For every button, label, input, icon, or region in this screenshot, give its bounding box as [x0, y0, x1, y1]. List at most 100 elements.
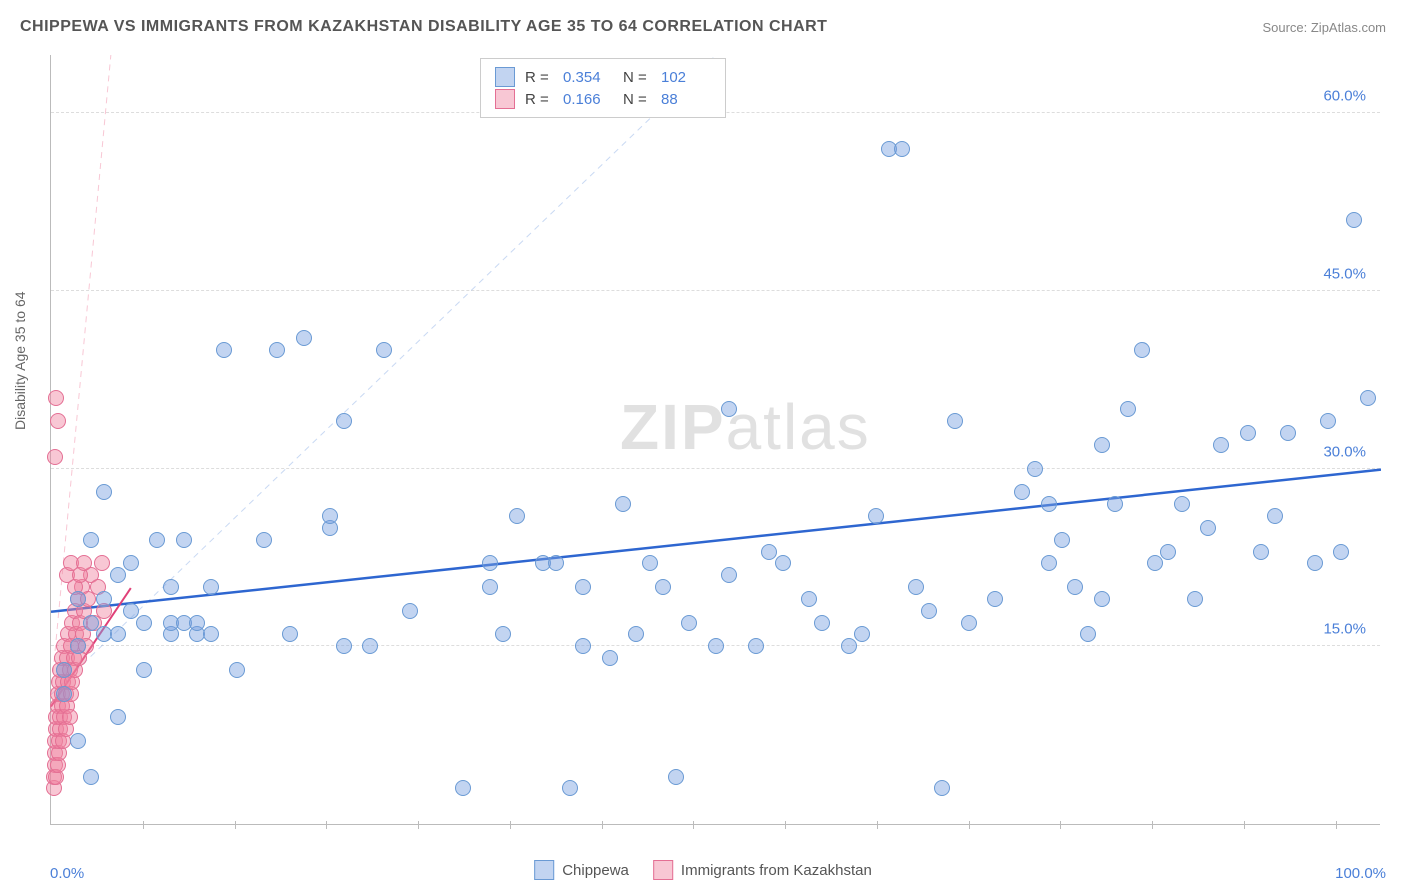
data-point [47, 449, 63, 465]
data-point [602, 650, 618, 666]
data-point [50, 413, 66, 429]
data-point [110, 626, 126, 642]
data-point [94, 555, 110, 571]
data-point [482, 579, 498, 595]
legend-n-value: 88 [661, 91, 711, 108]
source-attribution: Source: ZipAtlas.com [1262, 20, 1386, 35]
data-point [894, 141, 910, 157]
legend-n-label: N = [623, 91, 651, 108]
data-point [681, 615, 697, 631]
data-point [1067, 579, 1083, 595]
data-point [1213, 437, 1229, 453]
data-point [1346, 212, 1362, 228]
data-point [83, 615, 99, 631]
data-point [628, 626, 644, 642]
data-point [70, 733, 86, 749]
x-tick-label: 0.0% [50, 865, 84, 882]
x-tick-mark [969, 821, 970, 829]
data-point [562, 780, 578, 796]
legend-label: Chippewa [562, 862, 629, 879]
data-point [841, 638, 857, 654]
trend-overlay [51, 55, 1381, 825]
data-point [83, 769, 99, 785]
legend-r-value: 0.354 [563, 69, 613, 86]
data-point [203, 626, 219, 642]
data-point [1080, 626, 1096, 642]
data-point [176, 532, 192, 548]
y-tick-label: 60.0% [1323, 88, 1366, 105]
data-point [721, 567, 737, 583]
data-point [76, 555, 92, 571]
x-tick-mark [1060, 821, 1061, 829]
data-point [801, 591, 817, 607]
legend-swatch [653, 860, 673, 880]
data-point [1333, 544, 1349, 560]
legend-r-value: 0.166 [563, 91, 613, 108]
y-tick-label: 15.0% [1323, 621, 1366, 638]
legend-n-label: N = [623, 69, 651, 86]
data-point [269, 342, 285, 358]
data-point [1147, 555, 1163, 571]
legend-swatch [495, 67, 515, 87]
legend-r-label: R = [525, 69, 553, 86]
x-tick-mark [877, 821, 878, 829]
y-axis-label: Disability Age 35 to 64 [12, 291, 28, 430]
data-point [56, 686, 72, 702]
legend-row: R = 0.166 N = 88 [495, 89, 711, 109]
data-point [482, 555, 498, 571]
legend-item: Chippewa [534, 860, 629, 880]
data-point [62, 709, 78, 725]
data-point [1160, 544, 1176, 560]
data-point [70, 638, 86, 654]
x-tick-mark [1244, 821, 1245, 829]
chart-plot-area: 15.0%30.0%45.0%60.0% [50, 55, 1380, 825]
data-point [509, 508, 525, 524]
x-tick-mark [326, 821, 327, 829]
data-point [402, 603, 418, 619]
data-point [1267, 508, 1283, 524]
x-tick-mark [143, 821, 144, 829]
x-tick-mark [602, 821, 603, 829]
data-point [987, 591, 1003, 607]
legend-r-label: R = [525, 91, 553, 108]
data-point [947, 413, 963, 429]
data-point [163, 579, 179, 595]
data-point [1027, 461, 1043, 477]
data-point [282, 626, 298, 642]
data-point [1200, 520, 1216, 536]
data-point [1054, 532, 1070, 548]
legend-correlation-box: R =0.354N =102R =0.166N =88 [480, 58, 726, 118]
data-point [1360, 390, 1376, 406]
data-point [110, 567, 126, 583]
gridline [51, 468, 1380, 469]
data-point [48, 390, 64, 406]
data-point [495, 626, 511, 642]
data-point [136, 662, 152, 678]
data-point [615, 496, 631, 512]
data-point [908, 579, 924, 595]
data-point [921, 603, 937, 619]
data-point [296, 330, 312, 346]
data-point [123, 555, 139, 571]
x-tick-label: 100.0% [1335, 865, 1386, 882]
data-point [708, 638, 724, 654]
data-point [1320, 413, 1336, 429]
data-point [110, 709, 126, 725]
data-point [854, 626, 870, 642]
data-point [668, 769, 684, 785]
data-point [655, 579, 671, 595]
data-point [575, 638, 591, 654]
legend-swatch [495, 89, 515, 109]
data-point [83, 532, 99, 548]
x-tick-mark [235, 821, 236, 829]
data-point [761, 544, 777, 560]
data-point [149, 532, 165, 548]
data-point [136, 615, 152, 631]
chart-title: CHIPPEWA VS IMMIGRANTS FROM KAZAKHSTAN D… [20, 18, 827, 36]
gridline [51, 290, 1380, 291]
x-tick-mark [785, 821, 786, 829]
data-point [868, 508, 884, 524]
data-point [1134, 342, 1150, 358]
y-tick-label: 30.0% [1323, 443, 1366, 460]
data-point [548, 555, 564, 571]
